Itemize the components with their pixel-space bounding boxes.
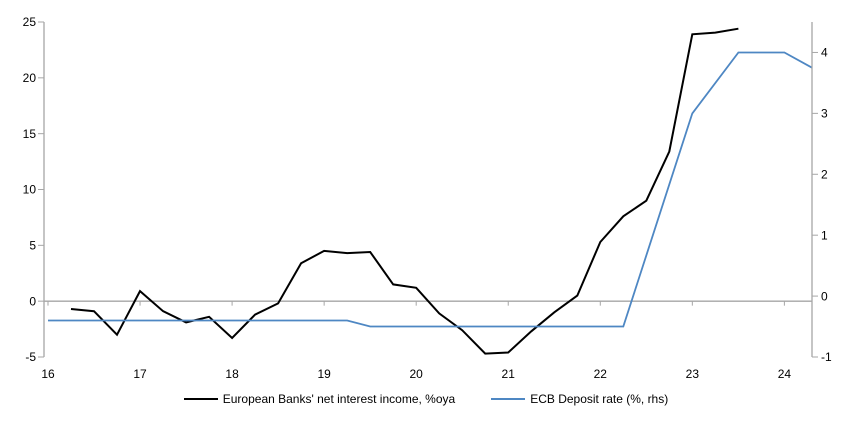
x-axis: 16 17 18 19 20 21 22 23 24: [41, 367, 791, 381]
chart-legend: European Banks' net interest income, %oy…: [0, 392, 852, 406]
right-axis-tick-label: 0: [821, 289, 828, 303]
right-axis-tick-label: 1: [821, 228, 828, 242]
legend-label-net-interest-income: European Banks' net interest income, %oy…: [222, 392, 456, 406]
left-axis-tick-label: 25: [23, 15, 37, 29]
right-axis-tick-label: 3: [821, 107, 828, 121]
left-axis-tick-label: 15: [23, 127, 37, 141]
x-axis-tick-label: 19: [317, 367, 331, 381]
series-net-interest-income: [70, 27, 739, 355]
x-axis-tick-label: 22: [594, 367, 608, 381]
x-axis-tick-label: 23: [686, 367, 700, 381]
left-axis-tick-label: 5: [29, 239, 36, 253]
x-axis-tick-label: 17: [133, 367, 147, 381]
left-axis-tick-label: 0: [29, 294, 36, 308]
x-axis-tick-label: 21: [502, 367, 516, 381]
series-ecb-deposit-rate: [48, 51, 813, 328]
black-line-swatch: [183, 398, 218, 400]
blue-line-swatch: [491, 398, 526, 400]
right-axis-tick-label: -1: [821, 350, 832, 364]
y-axis-right: 4 3 2 1 0 -1: [811, 22, 832, 364]
right-axis-tick-label: 2: [821, 167, 828, 181]
x-axis-tick-label: 24: [778, 367, 792, 381]
legend-item-ecb-deposit-rate: ECB Deposit rate (%, rhs): [491, 392, 668, 406]
left-axis-tick-label: 10: [23, 183, 37, 197]
x-axis-tick-label: 20: [410, 367, 424, 381]
left-axis-tick-label: -5: [25, 350, 36, 364]
left-axis-tick-label: 20: [23, 71, 37, 85]
legend-item-net-interest-income: European Banks' net interest income, %oy…: [183, 392, 456, 406]
legend-label-ecb-deposit-rate: ECB Deposit rate (%, rhs): [530, 392, 669, 406]
x-axis-tick-label: 16: [41, 367, 55, 381]
x-axis-tick-label: 18: [225, 367, 239, 381]
y-axis-left: 25 20 15 10 5 0 -5: [23, 15, 45, 364]
right-axis-tick-label: 4: [821, 46, 828, 60]
